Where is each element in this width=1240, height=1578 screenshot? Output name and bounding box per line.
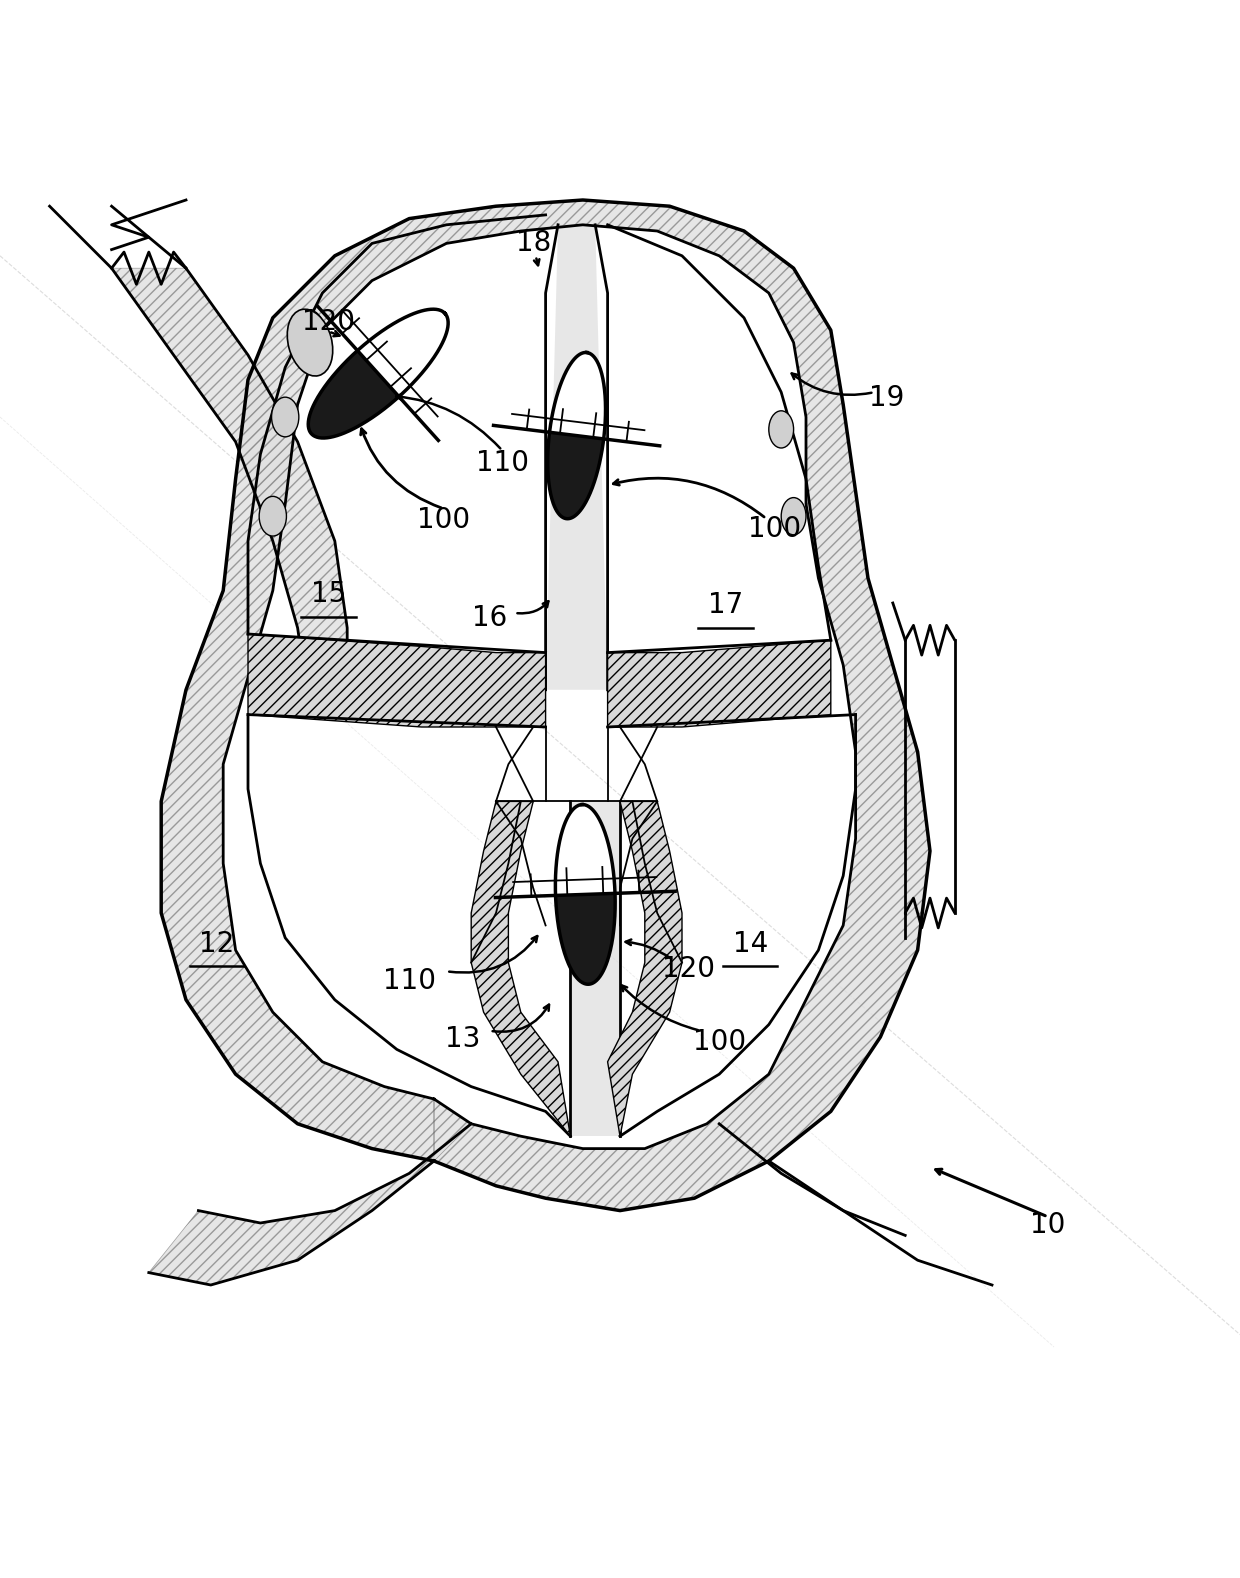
Polygon shape	[248, 634, 546, 727]
Polygon shape	[309, 309, 448, 439]
Text: 14: 14	[733, 929, 768, 958]
Text: 17: 17	[708, 592, 743, 620]
Polygon shape	[309, 306, 439, 440]
Ellipse shape	[296, 311, 324, 350]
Polygon shape	[556, 805, 615, 985]
Text: 16: 16	[472, 604, 507, 631]
Text: 120: 120	[662, 955, 714, 983]
Text: 15: 15	[311, 581, 346, 609]
Polygon shape	[546, 224, 608, 690]
Polygon shape	[112, 268, 347, 715]
Text: 18: 18	[516, 229, 551, 257]
Text: 110: 110	[476, 448, 528, 477]
Text: 100: 100	[418, 507, 470, 533]
Ellipse shape	[259, 497, 286, 537]
Text: 13: 13	[445, 1026, 480, 1054]
Text: 100: 100	[693, 1027, 745, 1056]
Polygon shape	[471, 802, 570, 1136]
Polygon shape	[494, 352, 660, 447]
Polygon shape	[608, 802, 682, 1136]
Polygon shape	[317, 306, 448, 440]
Text: 110: 110	[383, 967, 435, 996]
Text: 100: 100	[749, 514, 801, 543]
Polygon shape	[570, 802, 620, 1136]
Text: 12: 12	[200, 929, 234, 958]
Polygon shape	[161, 200, 930, 1210]
Polygon shape	[548, 352, 605, 519]
Polygon shape	[494, 426, 660, 519]
Polygon shape	[496, 892, 675, 985]
Ellipse shape	[769, 410, 794, 448]
Ellipse shape	[781, 497, 806, 535]
Text: 19: 19	[869, 385, 904, 412]
Ellipse shape	[272, 398, 299, 437]
Polygon shape	[496, 805, 675, 898]
Polygon shape	[149, 1124, 471, 1284]
Text: 10: 10	[1030, 1212, 1065, 1239]
Ellipse shape	[288, 309, 332, 376]
Text: 120: 120	[303, 308, 355, 336]
Polygon shape	[608, 641, 831, 727]
